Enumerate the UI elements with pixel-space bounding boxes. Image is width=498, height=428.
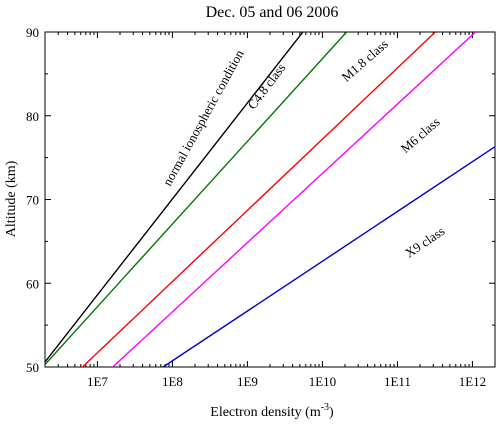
series-line-3 [81, 32, 436, 367]
x-tick-label: 1E12 [459, 374, 486, 389]
x-tick-label: 1E10 [309, 374, 336, 389]
series-label-5: X9 class [402, 223, 447, 260]
y-tick-label: 80 [26, 109, 39, 124]
chart-title: Dec. 05 and 06 2006 [206, 4, 339, 21]
x-tick-label: 1E11 [384, 374, 411, 389]
series-line-4 [112, 32, 476, 367]
y-tick-label: 70 [26, 193, 39, 208]
x-axis: 1E7 1E8 1E9 1E10 1E11 1E12 [44, 32, 496, 389]
series-label-4: M6 class [398, 114, 443, 156]
y-tick-label: 50 [26, 360, 39, 375]
series-line-5 [162, 146, 495, 367]
series-label-1: normal ionospheric condition [159, 47, 247, 189]
x-tick-label: 1E8 [162, 374, 183, 389]
y-axis-label: Altitude (km) [4, 160, 19, 237]
series-label-3: M1.8 class [338, 36, 390, 84]
y-axis: 50 60 70 80 90 [26, 25, 495, 375]
y-tick-label: 90 [26, 25, 39, 40]
series-lines [45, 32, 495, 367]
series-line-1 [45, 32, 304, 363]
series-line-2 [45, 32, 348, 365]
y-tick-label: 60 [26, 276, 39, 291]
x-axis-label: Electron density (m-3) [210, 402, 334, 420]
x-tick-label: 1E9 [237, 374, 258, 389]
x-tick-label: 1E7 [87, 374, 108, 389]
